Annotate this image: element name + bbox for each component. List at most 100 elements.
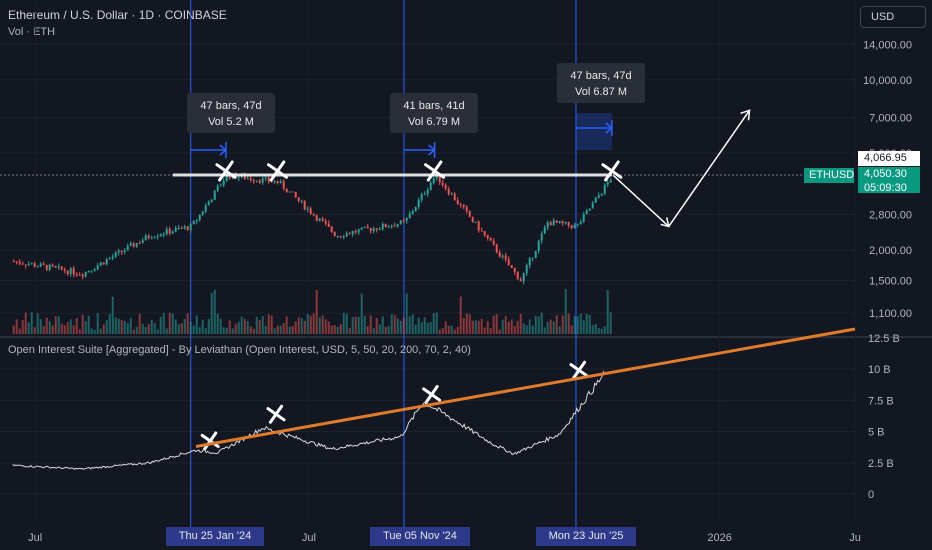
volume-bar [543,327,546,334]
volume-bar [459,296,462,334]
volume-bar [468,314,471,334]
volume-bar [603,326,606,334]
volume-bar [213,289,216,334]
volume-bar [417,317,420,334]
volume-bar [144,327,147,334]
candle-body [321,218,324,221]
candle-body [180,227,183,229]
candle-body [588,208,591,211]
volume-bar [153,322,156,334]
candle-body [537,240,540,251]
candle-body [468,211,471,218]
last-price-tag: 4,050.30 05:09:30 [858,167,920,194]
volume-bar [45,317,48,334]
volume-bar [438,329,441,334]
volume-bar [441,328,444,334]
candle-body [441,182,444,186]
volume-bar [393,315,396,334]
volume-bar [384,326,387,334]
volume-bar [39,319,42,334]
volume-bar [447,325,450,334]
candle-body [30,263,33,265]
ticker-tag: ETHUSD [804,168,854,183]
volume-bar [117,318,120,334]
candle-body [192,221,195,224]
candle-body [282,181,285,189]
candle-body [33,263,36,267]
candle-body [504,255,507,260]
volume-bar [579,313,582,334]
candle-body [336,235,339,237]
candle-body [243,174,246,180]
candle-body [246,178,249,180]
candle-body [207,201,210,206]
volume-bar [135,326,138,334]
axes: 14,000.0010,000.007,000.005,000.002,800.… [28,39,912,544]
volume-bar [597,328,600,334]
volume-bar [387,325,390,334]
volume-bar [99,328,102,334]
grid [0,43,932,495]
volume-bar [462,317,465,334]
candle-body [249,178,252,181]
candle-body [111,256,114,259]
volume-bar [588,315,591,334]
time-tick-label: Jul [302,532,316,544]
oi-x-mark [571,360,587,380]
candle-body [198,214,201,221]
candle-body [144,235,147,241]
volume-bar [408,316,411,334]
time-tick-label: 2026 [707,532,731,544]
volume-bar [453,329,456,334]
candle-body [447,188,450,195]
volume-bar [477,320,480,334]
volume-bar [171,313,174,334]
projection-down-arrow [612,174,670,227]
candle-body [294,192,297,198]
volume-bar [321,315,324,334]
volume-bar [111,296,114,334]
volume-bar [177,323,180,334]
volume-bar [366,326,369,334]
volume-bar [93,329,96,334]
volume-bar [228,320,231,334]
candle-body [216,186,219,191]
volume-bar [423,317,426,334]
candle-body [312,213,315,216]
volume-bar [609,312,612,334]
candle-body [252,180,255,182]
candle-body [267,177,270,182]
last-price-value: 4,050.30 [864,168,907,180]
volume-bar [471,320,474,334]
candle-body [120,250,123,252]
volume-bar [582,320,585,334]
candle-body [462,204,465,208]
candle-body [348,233,351,235]
currency-button[interactable]: USD [860,6,926,28]
volume-bar [576,316,579,334]
candle-body [399,220,402,225]
candle-body [417,199,420,207]
candle-body [150,237,153,239]
volume-bar [549,319,552,334]
volume-bars [12,288,612,334]
volume-bar [30,312,33,334]
oi-x-mark [203,431,218,451]
volume-bar [402,317,405,334]
time-tick-label: Ju [849,532,861,544]
candle-body [114,252,117,257]
volume-bar [42,325,45,334]
volume-bar [147,324,150,334]
candle-body [84,271,87,277]
volume-bar [363,315,366,334]
candle-body [378,228,381,230]
volume-bar [405,293,408,334]
volume-bar [327,321,330,334]
candle-body [366,226,369,229]
volume-bar [312,313,315,334]
candle-body [459,203,462,205]
volume-bar [342,312,345,334]
price-tick-label: 2,000.00 [869,245,912,257]
candle-body [15,261,18,263]
